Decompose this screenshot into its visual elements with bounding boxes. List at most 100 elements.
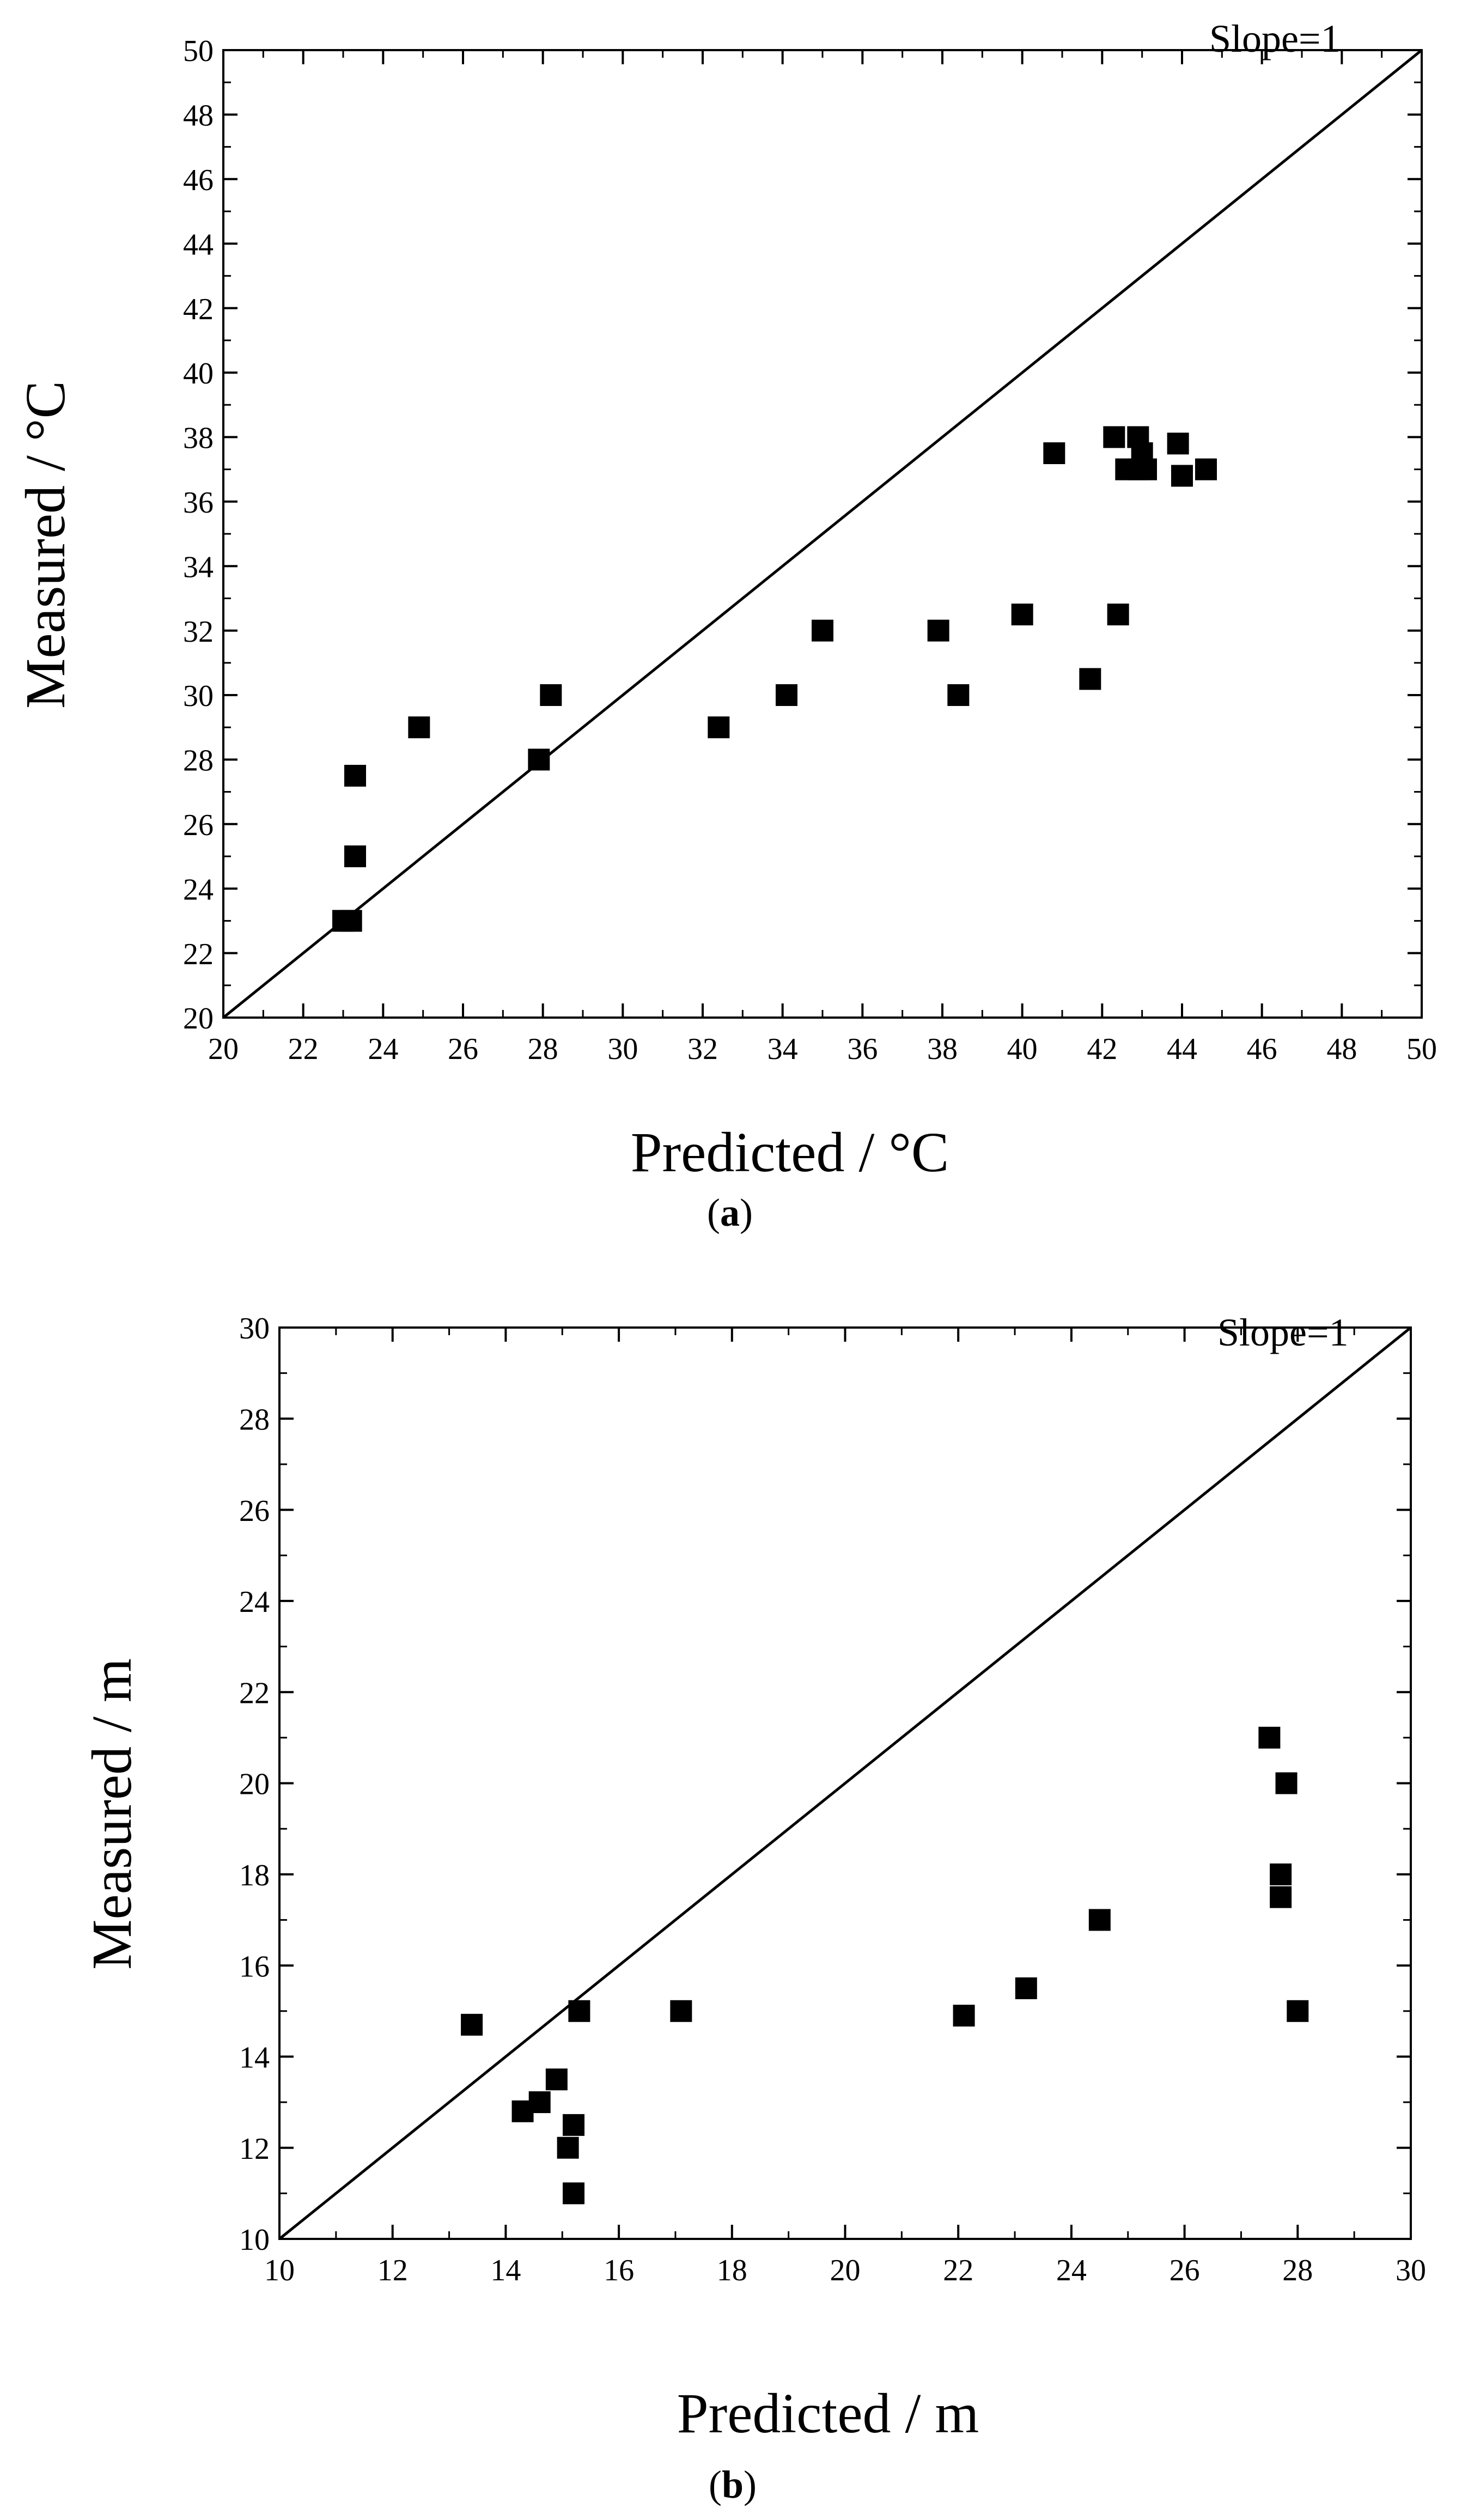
x-tick-label: 32 [687,1032,718,1066]
scatter-points-a [332,426,1217,932]
axes-b [278,1326,1412,2240]
data-point [545,2068,568,2091]
x-tick-label: 40 [1007,1032,1038,1066]
data-point [1287,2000,1309,2022]
data-point [408,716,430,739]
data-point [540,684,562,706]
y-axis-title-b: Measured / m [81,1658,143,1970]
x-tick-label: 24 [368,1032,398,1066]
axes-a [222,49,1423,1019]
data-point [563,2182,585,2205]
data-point [528,2091,551,2114]
data-point [1167,433,1189,455]
x-tick-label: 18 [717,2254,747,2287]
axis-text-b: 10 12 14 16 18 20 22 24 26 28 30 10 12 14 16 18 20 22 24 26… [239,1312,1426,2287]
y-tick-label: 14 [239,2041,270,2075]
x-tick-label: 48 [1326,1032,1357,1066]
data-point [953,2005,975,2027]
y-tick-label: 32 [183,615,214,649]
x-tick-label: 26 [1169,2254,1200,2287]
x-tick-label: 42 [1087,1032,1117,1066]
x-tick-label: 28 [528,1032,558,1066]
data-point [1043,442,1065,464]
data-point [708,716,730,739]
y-tick-label: 18 [239,1859,270,1892]
slope-label-a: Slope=1 [1209,17,1341,60]
x-tick-label: 20 [830,2254,861,2287]
scatter-points-b [461,1726,1309,2205]
x-tick-label: 36 [847,1032,878,1066]
caption-a: (a) [707,1191,753,1234]
x-tick-label: 16 [604,2254,634,2287]
y-tick-label: 50 [183,34,214,68]
x-tick-label: 12 [377,2254,408,2287]
slope-line-b [278,1326,1412,2240]
x-tick-label: 34 [767,1032,798,1066]
y-tick-label: 26 [239,1494,270,1528]
data-point [1171,465,1193,487]
x-tick-label: 10 [264,2254,295,2287]
data-point [563,2114,585,2136]
x-tick-label: 44 [1167,1032,1197,1066]
y-tick-label: 28 [239,1403,270,1436]
data-point [528,748,550,771]
data-point [344,845,366,867]
x-tick-label: 30 [607,1032,638,1066]
x-tick-label: 28 [1282,2254,1313,2287]
y-tick-label: 10 [239,2223,270,2257]
y-tick-label: 36 [183,486,214,520]
x-tick-label: 26 [448,1032,478,1066]
y-tick-label: 22 [239,1676,270,1710]
y-tick-label: 30 [183,679,214,713]
slope-label-b: Slope=1 [1217,1311,1349,1354]
data-point [1107,604,1129,625]
y-tick-label: 22 [183,938,214,971]
x-tick-label: 22 [943,2254,973,2287]
y-tick-label: 42 [183,293,214,326]
x-tick-label: 30 [1396,2254,1426,2287]
data-point [1135,458,1157,480]
data-point [344,765,366,787]
data-point [1079,668,1101,690]
y-tick-label: 38 [183,422,214,455]
data-point [340,910,362,932]
data-point [927,619,949,642]
chart-panel-b: 10 12 14 16 18 20 22 24 26 28 30 10 12 14 16 18 20 22 24 26… [81,1311,1426,2506]
x-tick-label: 24 [1056,2254,1087,2287]
data-point [1275,1772,1298,1794]
y-tick-label: 48 [183,99,214,133]
y-tick-label: 24 [239,1585,270,1619]
x-axis-title-a: Predicted / °C [631,1121,949,1184]
data-point [776,684,797,706]
y-tick-label: 34 [183,550,214,584]
data-point [1088,1909,1111,1931]
data-point [1258,1726,1281,1749]
slope-one-line [278,1326,1412,2240]
x-tick-label: 14 [490,2254,521,2287]
data-point [1270,1863,1292,1885]
y-tick-label: 16 [239,1950,270,1983]
y-tick-label: 30 [239,1312,270,1346]
data-point [1270,1886,1292,1908]
chart-panel-a: 20 22 24 26 28 30 32 34 36 38 40 42 44 46 48 50 20 22 24 26… [14,17,1437,1234]
y-tick-label: 40 [183,357,214,391]
data-point [461,2013,483,2036]
y-tick-label: 44 [183,228,214,261]
data-point [1015,1977,1037,1999]
y-tick-label: 24 [183,873,214,906]
data-point [670,2000,692,2022]
y-tick-label: 28 [183,744,214,778]
slope-one-line [222,49,1423,1019]
y-tick-label: 26 [183,808,214,842]
x-tick-label: 46 [1247,1032,1277,1066]
data-point [812,619,833,642]
y-tick-label: 46 [183,163,214,197]
x-axis-title-b: Predicted / m [677,2382,979,2445]
y-tick-label: 12 [239,2132,270,2166]
y-axis-title-a: Measured / °C [14,381,77,709]
data-point [557,2136,579,2159]
x-tick-label: 22 [288,1032,319,1066]
data-point [1103,426,1125,448]
data-point [568,2000,590,2022]
